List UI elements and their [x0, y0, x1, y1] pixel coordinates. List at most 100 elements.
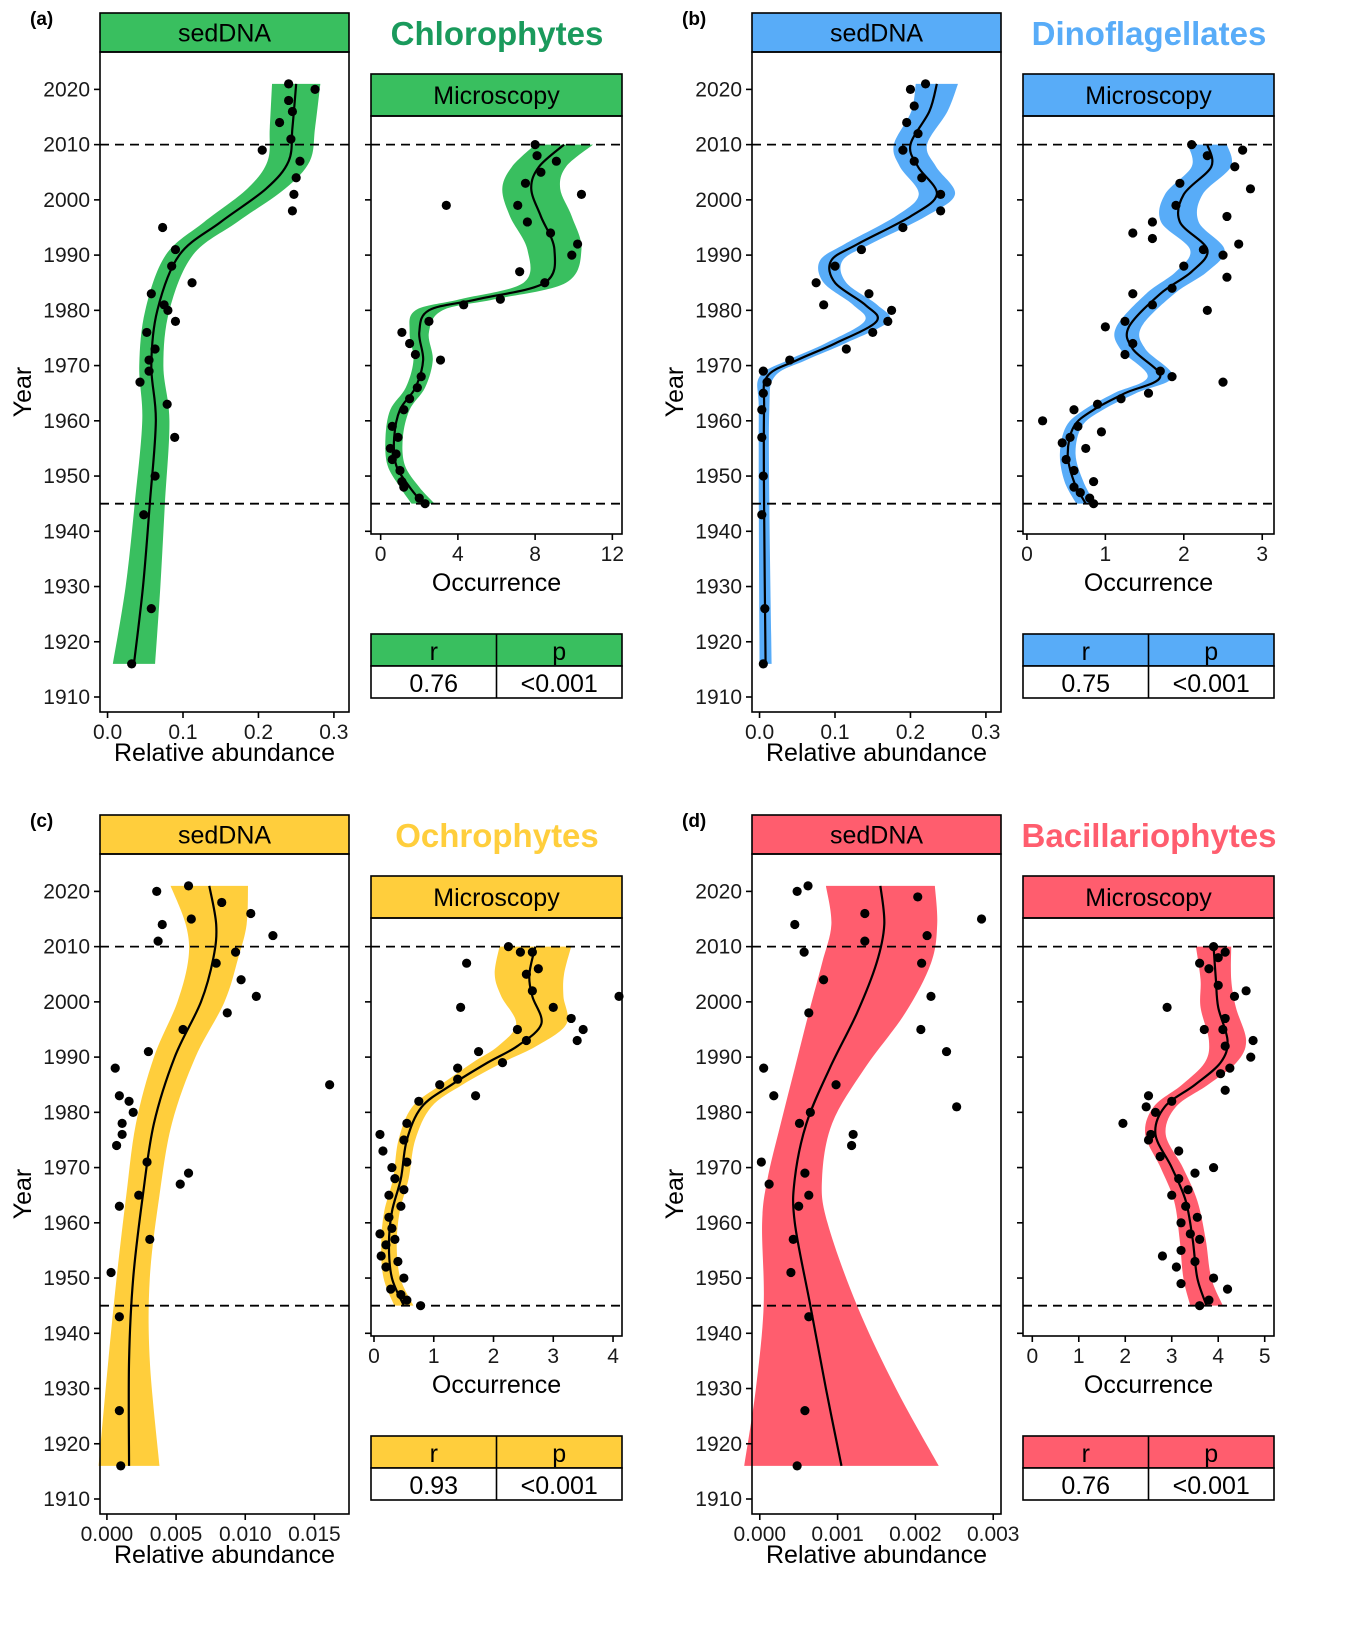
y-tick-label: 1960 [695, 1212, 742, 1235]
microscopy-point [384, 1190, 394, 1200]
microscopy-point [1038, 416, 1048, 426]
microscopy-point [384, 1212, 394, 1222]
y-tick-label: 2010 [695, 936, 742, 959]
sedDNA-point [153, 936, 163, 946]
sedDNA-point [856, 244, 867, 255]
microscopy-point [1147, 300, 1158, 310]
stats-p-value: <0.001 [1173, 1472, 1250, 1500]
microscopy-point [1222, 211, 1232, 222]
microscopy-point [399, 1185, 409, 1195]
sedDNA-point [114, 1091, 124, 1101]
sedDNA-point [917, 958, 927, 968]
sedDNA-point [146, 604, 156, 614]
sedDNA-point [146, 289, 156, 299]
sedDNA-point [117, 1129, 127, 1140]
microscopy-point [527, 947, 537, 957]
microscopy-x-tick-label: 5 [1259, 1345, 1271, 1368]
panel-label: (a) [30, 9, 53, 30]
y-tick-label: 1970 [43, 1157, 90, 1180]
y-tick-label: 1980 [695, 1101, 742, 1124]
microscopy-x-tick-label: 12 [601, 543, 624, 566]
microscopy-point [396, 1201, 406, 1211]
sedDNA-confidence-band [112, 83, 321, 664]
sedDNA-point [952, 1102, 962, 1112]
sedDNA-point [217, 897, 227, 908]
sedDNA-strip [99, 12, 350, 53]
sedDNA-point [769, 1091, 779, 1101]
microscopy-point [1202, 305, 1212, 315]
y-tick-label: 1920 [43, 631, 90, 654]
sedDNA-point [792, 886, 802, 896]
microscopy-x-tick-label: 4 [452, 543, 464, 566]
microscopy-point [1174, 1174, 1184, 1184]
sedDNA-point [860, 936, 870, 946]
microscopy-point [462, 958, 472, 968]
y-tick-label: 1990 [695, 244, 742, 267]
microscopy-point [1146, 1129, 1156, 1140]
y-tick-label: 1910 [43, 1488, 90, 1511]
sedDNA-point [295, 156, 305, 166]
sedDNA-plot [100, 79, 349, 669]
microscopy-point [414, 1096, 424, 1106]
sedDNA-point [251, 991, 261, 1001]
y-tick-label: 2020 [695, 880, 742, 903]
sedDNA-point [976, 914, 987, 924]
microscopy-point [1187, 140, 1197, 150]
microscopy-frame [370, 115, 623, 535]
y-tick-label: 2010 [43, 936, 90, 959]
sedDNA-point [759, 1063, 769, 1073]
sedDNA-point [831, 1080, 841, 1090]
y-tick-label: 2000 [695, 189, 742, 212]
microscopy-point [530, 140, 540, 150]
microscopy-point [522, 217, 532, 227]
microscopy-point [416, 372, 426, 382]
microscopy-point [397, 476, 407, 487]
microscopy-frame [370, 917, 623, 1337]
microscopy-point [1147, 233, 1158, 244]
sedDNA-point [757, 510, 767, 520]
stats-p-header: p [1204, 638, 1218, 666]
microscopy-point [512, 1024, 523, 1035]
sedDNA-point [864, 289, 874, 299]
sedDNA-point [128, 1107, 138, 1117]
x-tick-label: 0.0 [745, 721, 774, 744]
microscopy-point [1199, 1024, 1209, 1035]
sedDNA-point [236, 975, 246, 985]
y-tick-label: 1910 [43, 686, 90, 709]
microscopy-point [1181, 1201, 1191, 1211]
microscopy-point [1120, 349, 1130, 360]
y-tick-label: 1950 [43, 1267, 90, 1290]
y-tick-label: 2000 [695, 991, 742, 1014]
panel-c: (c) Ochrophytes sedDNA 1910 1920 1930 1940 1950… [9, 811, 624, 1569]
sedDNA-point [246, 908, 256, 919]
x-tick-label: 0.005 [150, 1523, 203, 1546]
y-tick-label: 1960 [695, 410, 742, 433]
sedDNA-point [785, 355, 795, 365]
microscopy-point [548, 1002, 558, 1012]
microscopy-point [410, 349, 421, 360]
sedDNA-point [150, 471, 160, 481]
sedDNA-point [898, 222, 908, 233]
sedDNA-point [819, 300, 829, 310]
sedDNA-point [127, 659, 137, 669]
sedDNA-point [792, 1461, 802, 1471]
x-axis-label: Relative abundance [114, 1541, 335, 1569]
y-tick-label: 1990 [43, 244, 90, 267]
stats-r-value: 0.76 [409, 670, 458, 698]
microscopy-point [1092, 399, 1103, 409]
microscopy-point [1141, 1102, 1151, 1112]
x-tick-label: 0.010 [219, 1523, 272, 1546]
microscopy-point [378, 1146, 388, 1156]
y-tick-label: 1960 [43, 1212, 90, 1235]
sedDNA-point [916, 1024, 926, 1035]
microscopy-point [521, 969, 531, 979]
microscopy-point [1218, 250, 1228, 260]
sedDNA-point [284, 95, 294, 106]
sedDNA-point [230, 947, 241, 957]
sedDNA-point [114, 1406, 124, 1416]
sedDNA-point [310, 84, 320, 94]
sedDNA-point [124, 1096, 134, 1106]
microscopy-plot [371, 140, 622, 509]
microscopy-x-axis-label: Occurrence [432, 1371, 561, 1399]
stats-r-value: 0.76 [1061, 1472, 1110, 1500]
